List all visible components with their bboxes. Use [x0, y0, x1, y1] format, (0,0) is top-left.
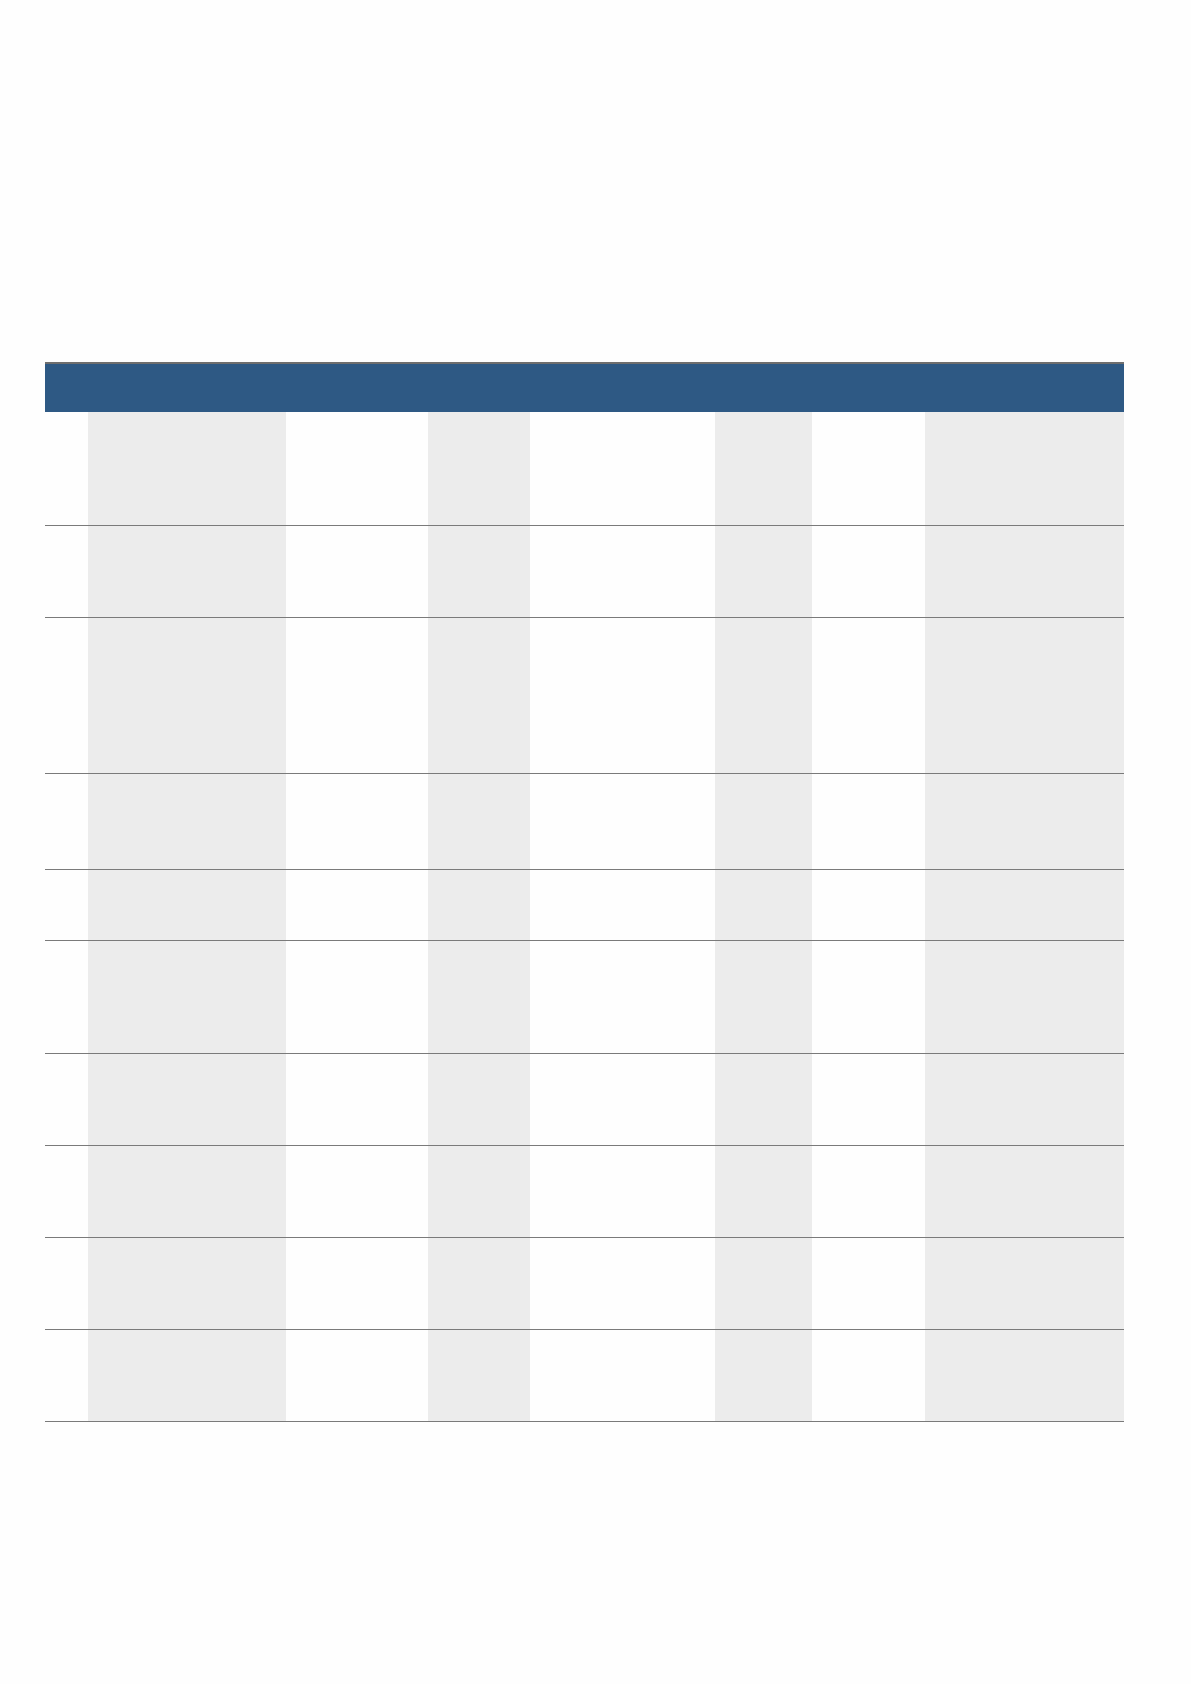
- table-cell: [88, 941, 286, 1053]
- table-cell: [286, 1238, 428, 1329]
- table-cell: [715, 774, 812, 869]
- table-cell: [428, 526, 530, 617]
- table-cell: [715, 412, 812, 525]
- table-cell: [812, 870, 925, 940]
- table-cell: [715, 870, 812, 940]
- table-cell: [45, 412, 88, 525]
- table-row: [45, 526, 1124, 618]
- table-cell: [925, 1238, 1124, 1329]
- table-row: [45, 1146, 1124, 1238]
- table-row: [45, 774, 1124, 870]
- table-cell: [88, 870, 286, 940]
- table-cell: [45, 618, 88, 773]
- table-cell: [428, 1054, 530, 1145]
- table-cell: [286, 526, 428, 617]
- table-cell: [530, 1238, 715, 1329]
- table-cell: [428, 941, 530, 1053]
- table-cell: [812, 774, 925, 869]
- table-cell: [530, 1054, 715, 1145]
- table-cell: [925, 618, 1124, 773]
- table-cell: [925, 1054, 1124, 1145]
- table-cell: [286, 1054, 428, 1145]
- table-cell: [812, 526, 925, 617]
- table-cell: [812, 412, 925, 525]
- table-cell: [286, 412, 428, 525]
- table-cell: [286, 1330, 428, 1421]
- table-cell: [286, 941, 428, 1053]
- table-row: [45, 870, 1124, 941]
- table-cell: [530, 526, 715, 617]
- table-row: [45, 412, 1124, 526]
- header-cell: [88, 364, 286, 412]
- table-cell: [88, 1146, 286, 1237]
- table-cell: [45, 526, 88, 617]
- table-cell: [428, 1238, 530, 1329]
- table-cell: [530, 941, 715, 1053]
- table-cell: [530, 618, 715, 773]
- header-cell: [45, 364, 88, 412]
- table-cell: [925, 412, 1124, 525]
- table-cell: [88, 412, 286, 525]
- table-cell: [925, 774, 1124, 869]
- table-row: [45, 618, 1124, 774]
- table-cell: [428, 870, 530, 940]
- table-cell: [715, 1146, 812, 1237]
- table-cell: [286, 774, 428, 869]
- table-cell: [925, 941, 1124, 1053]
- table-header: [45, 362, 1124, 412]
- table-cell: [715, 618, 812, 773]
- table-row: [45, 941, 1124, 1054]
- table-cell: [530, 774, 715, 869]
- table-cell: [88, 774, 286, 869]
- table-row: [45, 1238, 1124, 1330]
- table-cell: [428, 618, 530, 773]
- table-cell: [715, 526, 812, 617]
- table-row: [45, 1330, 1124, 1422]
- table-cell: [715, 941, 812, 1053]
- table-cell: [286, 618, 428, 773]
- table-cell: [45, 774, 88, 869]
- table-cell: [812, 1330, 925, 1421]
- table-cell: [812, 1054, 925, 1145]
- table-cell: [88, 1238, 286, 1329]
- table-cell: [812, 618, 925, 773]
- table-cell: [45, 1238, 88, 1329]
- table-cell: [45, 1146, 88, 1237]
- header-cell: [428, 364, 530, 412]
- table-cell: [428, 412, 530, 525]
- table-cell: [428, 774, 530, 869]
- header-cell: [530, 364, 715, 412]
- table-cell: [286, 870, 428, 940]
- header-cell: [812, 364, 925, 412]
- table-cell: [286, 1146, 428, 1237]
- table-cell: [925, 1146, 1124, 1237]
- table-cell: [45, 1054, 88, 1145]
- table-cell: [812, 1238, 925, 1329]
- table-cell: [428, 1146, 530, 1237]
- table-cell: [715, 1330, 812, 1421]
- table-cell: [428, 1330, 530, 1421]
- header-cell: [715, 364, 812, 412]
- table-cell: [715, 1238, 812, 1329]
- table-cell: [925, 870, 1124, 940]
- table-cell: [88, 618, 286, 773]
- table-cell: [812, 1146, 925, 1237]
- table-cell: [530, 870, 715, 940]
- table-cell: [812, 941, 925, 1053]
- header-cell: [925, 364, 1124, 412]
- table-cell: [715, 1054, 812, 1145]
- table-row: [45, 1054, 1124, 1146]
- header-cell: [286, 364, 428, 412]
- table-cell: [530, 1330, 715, 1421]
- table-cell: [530, 1146, 715, 1237]
- table-cell: [88, 526, 286, 617]
- table-cell: [925, 1330, 1124, 1421]
- table-cell: [45, 870, 88, 940]
- table-cell: [45, 1330, 88, 1421]
- table-cell: [88, 1330, 286, 1421]
- table-cell: [45, 941, 88, 1053]
- table-cell: [530, 412, 715, 525]
- table-cell: [925, 526, 1124, 617]
- table-cell: [88, 1054, 286, 1145]
